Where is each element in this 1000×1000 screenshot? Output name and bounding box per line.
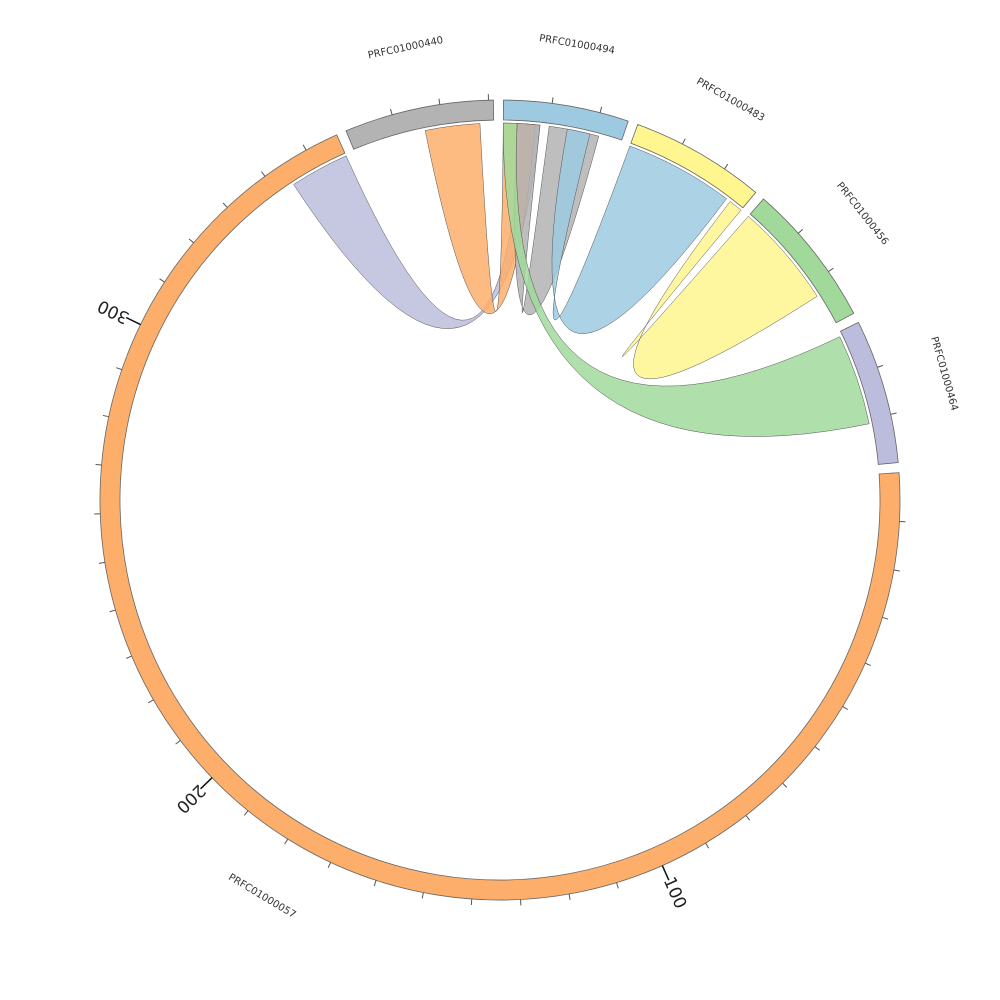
- links: [293, 122, 870, 437]
- minor-tick: [865, 662, 871, 667]
- minor-tick: [745, 815, 751, 821]
- minor-tick: [797, 228, 803, 234]
- major-tick: [661, 865, 670, 881]
- minor-tick: [877, 364, 884, 368]
- tick-label: 300: [95, 295, 133, 327]
- minor-tick: [175, 740, 181, 745]
- minor-tick: [116, 367, 122, 371]
- segment-label: PRFC01000483: [694, 76, 766, 124]
- major-tick: [125, 316, 141, 326]
- minor-tick: [159, 278, 165, 283]
- tick-label: 100: [659, 874, 690, 912]
- minor-tick: [98, 561, 105, 564]
- minor-tick: [724, 163, 729, 170]
- minor-tick: [261, 171, 266, 177]
- minor-tick: [421, 892, 424, 899]
- minor-tick: [705, 842, 710, 849]
- minor-tick: [95, 463, 102, 466]
- minor-tick: [616, 882, 619, 889]
- minor-tick: [327, 862, 332, 869]
- minor-tick: [893, 569, 900, 572]
- chord-link: [503, 122, 870, 437]
- minor-tick: [842, 705, 849, 710]
- segment: [502, 99, 629, 141]
- segment: [99, 134, 901, 901]
- segment: [345, 99, 495, 150]
- chord-link: [551, 128, 727, 334]
- segment-label: PRFC01000456: [834, 180, 890, 247]
- chord-link: [622, 201, 818, 380]
- minor-tick: [782, 782, 788, 788]
- minor-tick: [243, 810, 249, 816]
- segment-label: PRFC01000464: [928, 335, 960, 412]
- minor-tick: [814, 746, 820, 751]
- minor-tick: [882, 616, 889, 620]
- segment: [630, 123, 757, 209]
- minor-tick: [551, 97, 554, 104]
- minor-tick: [599, 106, 603, 113]
- minor-tick: [125, 655, 132, 659]
- segment-label: PRFC01000057: [226, 872, 297, 921]
- major-tick: [200, 777, 213, 790]
- minor-tick: [188, 238, 194, 244]
- segment-label: PRFC01000440: [367, 35, 444, 61]
- minor-tick: [284, 838, 289, 845]
- minor-tick: [682, 138, 686, 145]
- minor-tick: [148, 699, 154, 704]
- minor-tick: [438, 98, 441, 105]
- segment-label: PRFC01000494: [538, 33, 615, 57]
- minor-tick: [390, 108, 393, 115]
- minor-tick: [109, 609, 116, 613]
- minor-tick: [102, 414, 109, 418]
- minor-tick: [890, 412, 897, 415]
- minor-tick: [302, 144, 307, 151]
- minor-tick: [373, 880, 377, 887]
- minor-tick: [222, 202, 228, 208]
- minor-tick: [568, 893, 571, 900]
- minor-tick: [828, 267, 834, 273]
